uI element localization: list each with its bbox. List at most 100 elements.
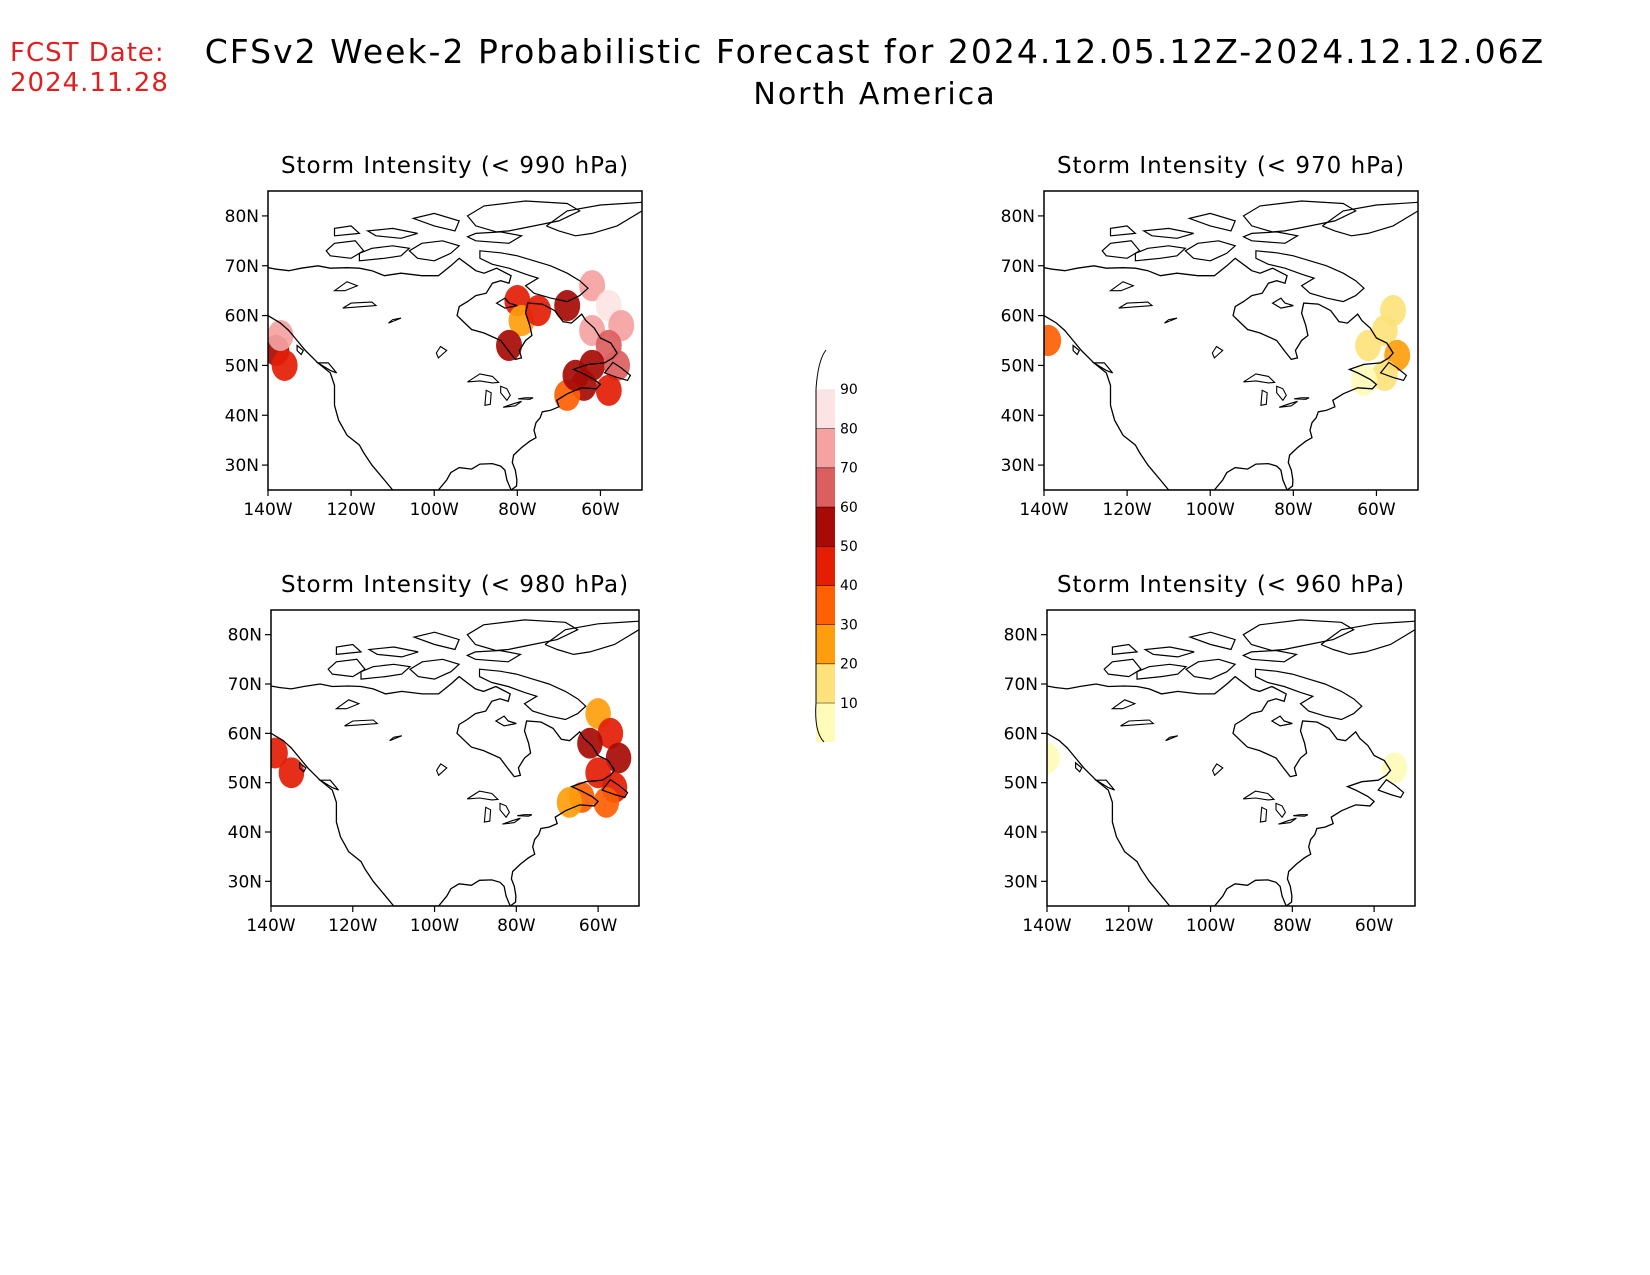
island-outline: [465, 649, 523, 663]
island-outline: [325, 240, 365, 259]
y-tick-label: 30N: [225, 456, 259, 476]
y-tick-label: 80N: [225, 207, 259, 227]
island-outline: [411, 212, 461, 232]
lake-outline: [1276, 385, 1287, 402]
lake-outline: [1118, 301, 1154, 309]
y-tick-label: 70N: [225, 257, 259, 277]
probability-cell: [1381, 752, 1408, 784]
colorbar-label: 60: [840, 500, 858, 516]
map-frame: [267, 190, 643, 491]
lake-outline: [1211, 763, 1224, 777]
x-tick-label: 120W: [328, 916, 377, 936]
colorbar-segment: [816, 624, 835, 664]
island-outline: [601, 778, 629, 799]
y-tick-label: 70N: [1004, 675, 1038, 695]
island-outline: [315, 362, 338, 374]
x-tick-label: 60W: [1357, 500, 1396, 520]
x-tick-label: 100W: [1186, 916, 1235, 936]
map-contents: [1044, 200, 1418, 490]
island-outline: [466, 200, 581, 233]
lake-outline: [1243, 790, 1276, 801]
y-tick-label: 80N: [228, 626, 262, 646]
island-outline: [367, 646, 419, 658]
panel-title: Storm Intensity (< 970 hPa): [1057, 153, 1405, 179]
map-panel-4: Storm Intensity (< 960 hPa) 30N 40N 50N 60N 7…: [1004, 572, 1416, 936]
map-panel-1: Storm Intensity (< 990 hPa) 30N 40N 50N 60N 7…: [225, 153, 643, 520]
map-panel-3: Storm Intensity (< 980 hPa) 30N 40N 50N 60N 7…: [228, 572, 640, 936]
probability-cell: [597, 717, 624, 749]
island-outline: [1379, 361, 1408, 382]
x-tick-label: 100W: [410, 500, 459, 520]
lake-outline: [334, 699, 361, 710]
island-outline: [1271, 297, 1294, 309]
island-outline: [333, 225, 361, 237]
fcst-date-value: 2024.11.28: [10, 68, 169, 98]
lake-outline: [483, 806, 492, 823]
probability-cell: [593, 786, 620, 818]
x-tick-label: 80W: [1273, 916, 1312, 936]
lake-outline: [1108, 281, 1135, 292]
y-tick-label: 30N: [228, 872, 262, 892]
lake-outline: [435, 763, 448, 777]
colorbar-label: 10: [840, 696, 858, 712]
lake-outline: [1164, 317, 1178, 324]
island-outline: [1072, 344, 1081, 356]
lake-outline: [1110, 699, 1137, 710]
map-panel-2: Storm Intensity (< 970 hPa) 30N 40N 50N 60N 7…: [1001, 153, 1419, 520]
lake-outline: [1260, 389, 1268, 406]
lake-outline: [484, 389, 492, 406]
panel-title: Storm Intensity (< 980 hPa): [281, 572, 629, 598]
coastline: [1044, 257, 1394, 490]
lake-outline: [388, 317, 402, 324]
lake-outline: [467, 790, 500, 801]
probability-cell: [579, 270, 606, 302]
lake-outline: [389, 735, 403, 742]
x-tick-label: 60W: [581, 500, 620, 520]
colorbar-label: 30: [840, 617, 858, 633]
island-outline: [603, 361, 632, 382]
y-tick-label: 60N: [228, 724, 262, 744]
island-outline: [327, 658, 366, 678]
island-outline: [1255, 250, 1365, 303]
y-tick-label: 30N: [1004, 872, 1038, 892]
colorbar: 10 20 30 40 50 60 70 80 90: [815, 349, 858, 743]
map-contents: [271, 619, 639, 906]
y-tick-label: 50N: [228, 774, 262, 794]
y-tick-label: 40N: [228, 823, 262, 843]
probability-cell: [1047, 742, 1060, 774]
island-outline: [1109, 225, 1137, 237]
island-outline: [1074, 761, 1083, 773]
island-outline: [1242, 231, 1300, 244]
y-tick-label: 40N: [1001, 406, 1035, 426]
island-outline: [1184, 240, 1237, 262]
map-contents: [268, 200, 642, 490]
lake-outline: [332, 281, 359, 292]
island-outline: [1136, 663, 1188, 680]
colorbar-label: 90: [840, 382, 858, 398]
colorbar-top-cap: [815, 349, 827, 390]
fcst-date-block: FCST Date: 2024.11.28: [10, 38, 169, 98]
map-frame: [1046, 609, 1416, 907]
lake-outline: [1278, 817, 1297, 825]
x-tick-label: 140W: [1022, 916, 1071, 936]
lake-outline: [499, 802, 511, 819]
colorbar-label: 50: [840, 539, 858, 555]
x-tick-label: 120W: [1104, 916, 1153, 936]
colorbar-label: 80: [840, 421, 858, 437]
x-tick-label: 120W: [1102, 500, 1151, 520]
probability-cell: [554, 290, 581, 322]
probability-cell: [1371, 359, 1398, 391]
island-outline: [1141, 227, 1194, 239]
colorbar-segment: [816, 428, 835, 468]
probability-cell: [562, 359, 589, 391]
y-tick-label: 60N: [1001, 307, 1035, 327]
lake-outline: [1211, 345, 1224, 359]
island-outline: [466, 619, 579, 652]
colorbar-segment: [816, 546, 835, 586]
probability-cell: [268, 319, 294, 352]
island-outline: [1134, 245, 1187, 262]
island-outline: [479, 250, 589, 303]
island-outline: [1091, 362, 1114, 374]
colorbar-segment: [816, 389, 835, 429]
colorbar-bottom-cap: [815, 702, 825, 743]
